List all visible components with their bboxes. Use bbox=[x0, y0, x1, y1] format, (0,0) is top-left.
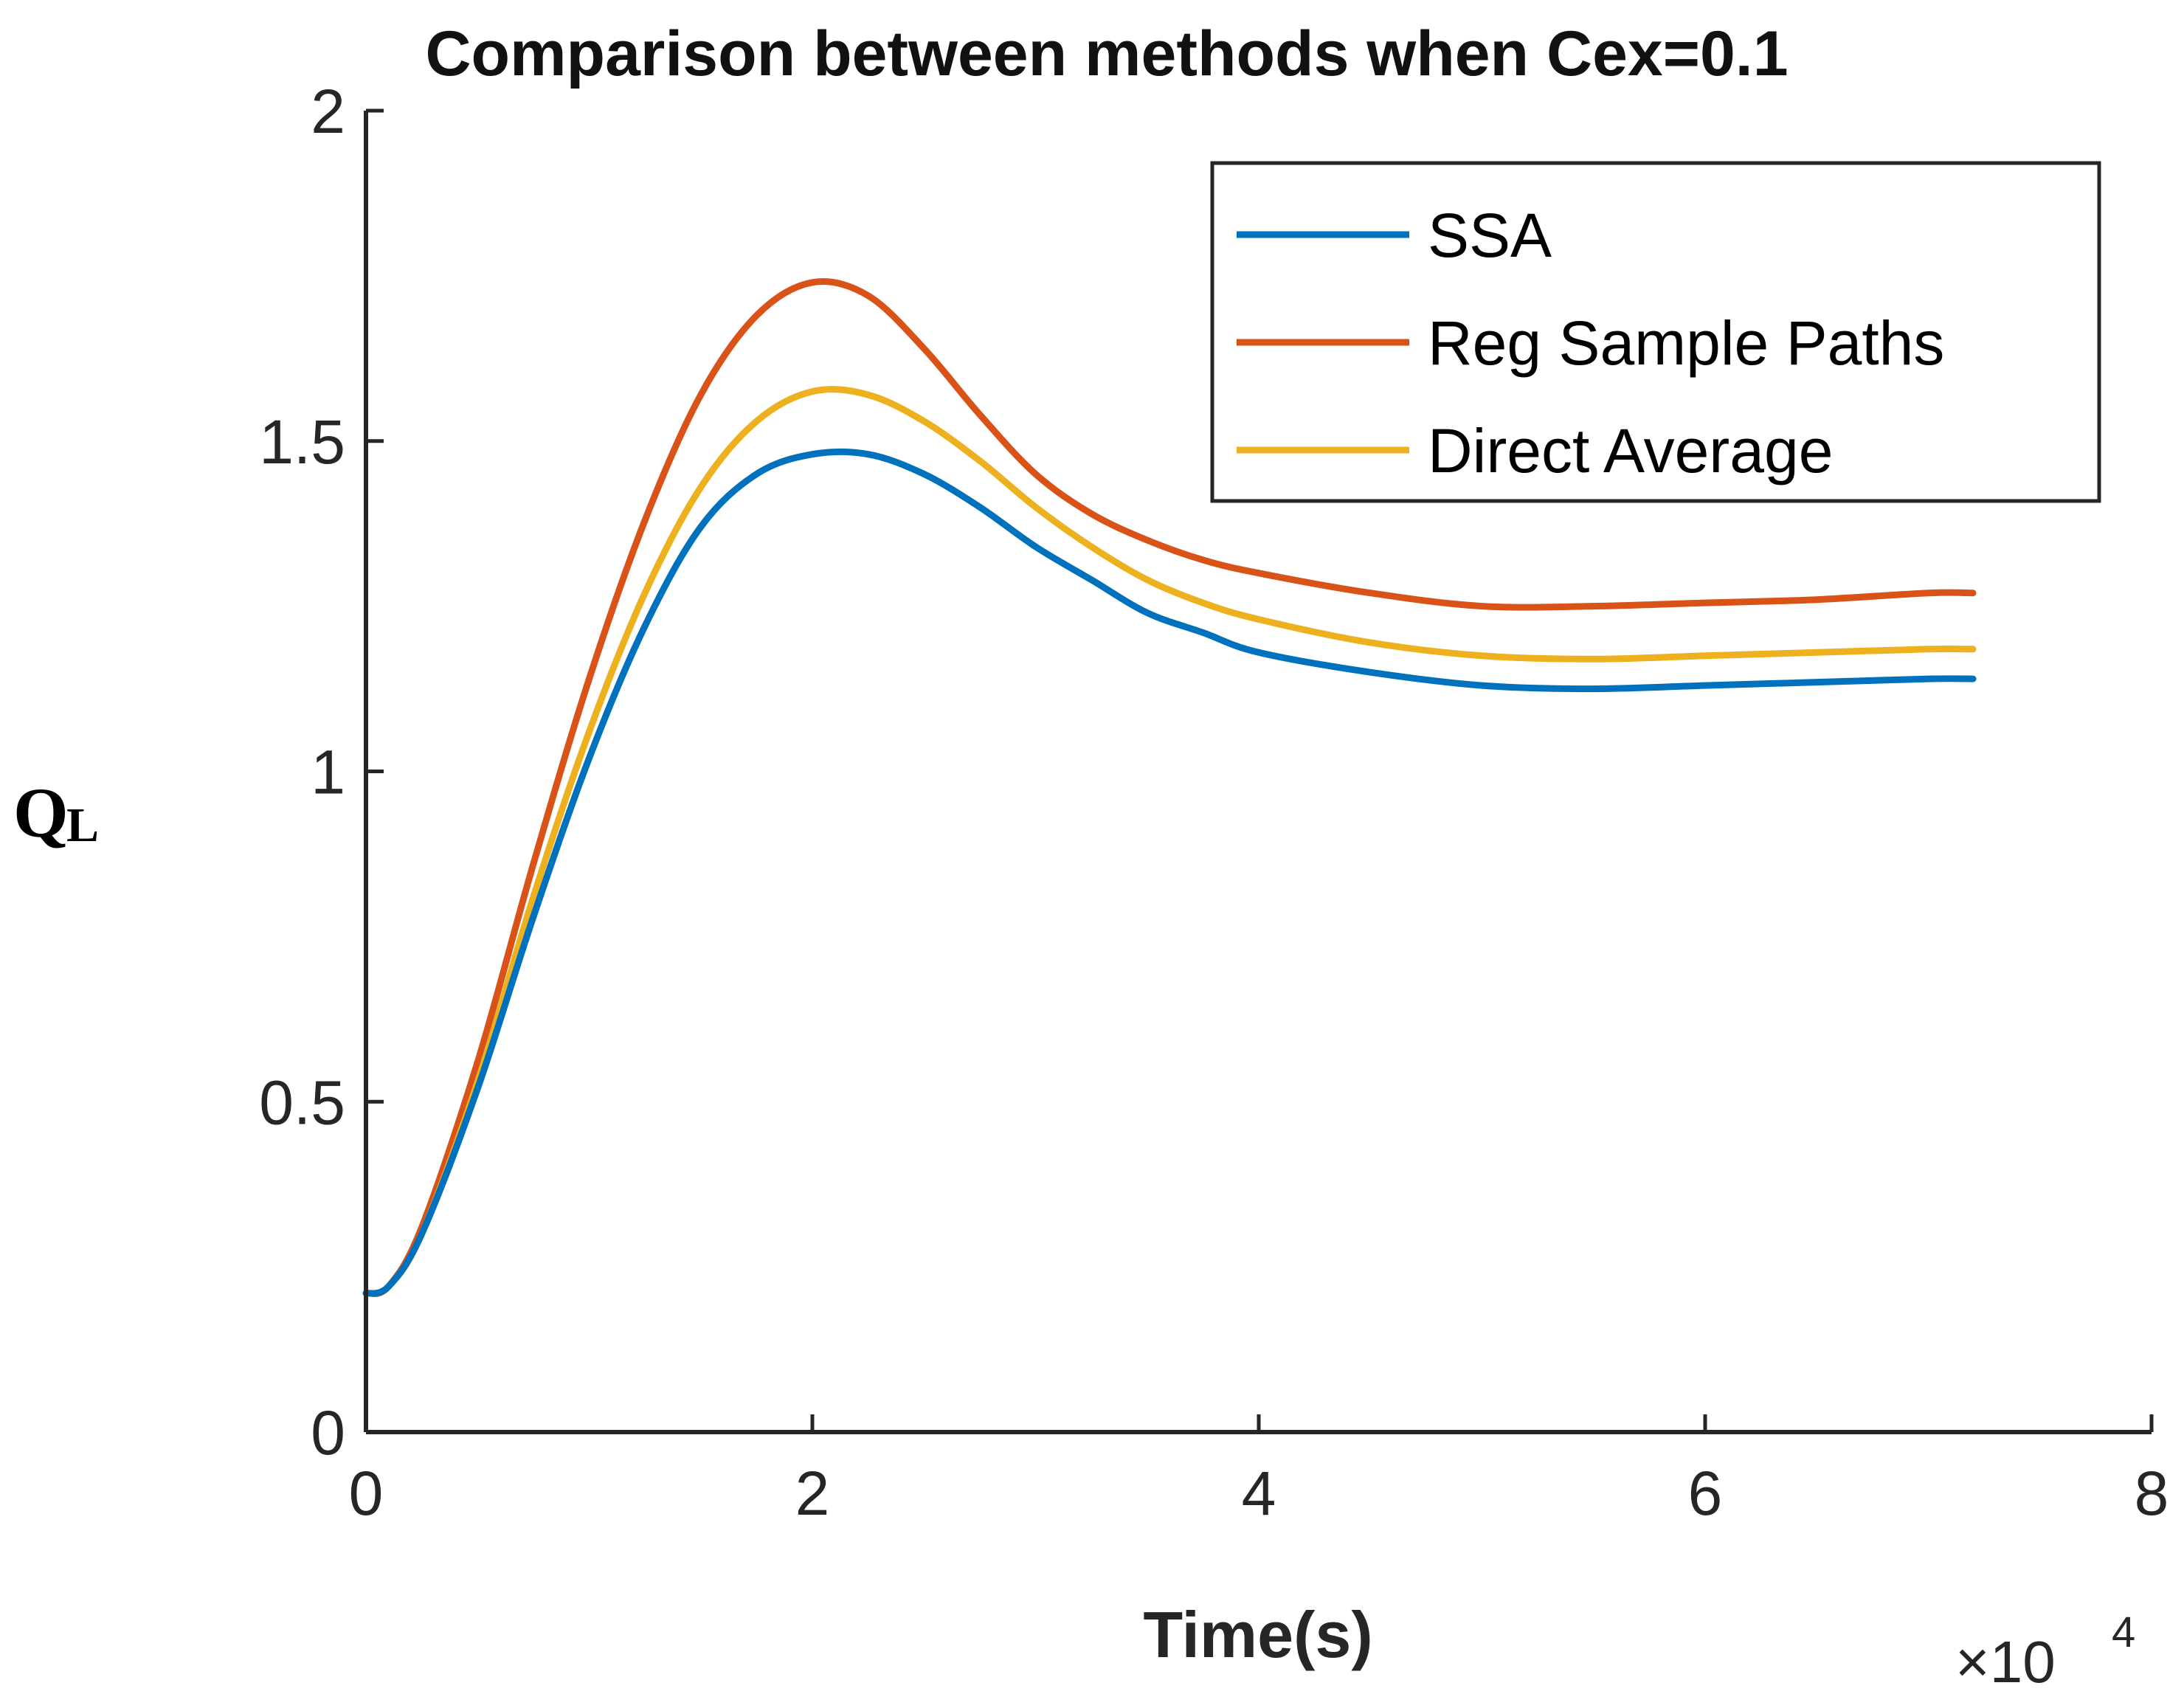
legend-label: SSA bbox=[1428, 201, 1552, 270]
x-tick-label: 0 bbox=[349, 1459, 384, 1528]
x-tick-label: 2 bbox=[795, 1459, 830, 1528]
x-axis-label: Time(s) bbox=[1143, 1598, 1372, 1671]
x-tick-label: 4 bbox=[1242, 1459, 1276, 1528]
x-axis-multiplier: ×10 4 bbox=[1955, 1608, 2135, 1694]
y-axis-label-subscript: L bbox=[66, 798, 99, 852]
legend: SSA Reg Sample Paths Direct Average bbox=[1210, 161, 2101, 503]
y-tick-label: 2 bbox=[311, 77, 345, 146]
x-tick-label: 6 bbox=[1688, 1459, 1723, 1528]
legend-box bbox=[1210, 161, 2101, 503]
x-tick-label: 8 bbox=[2135, 1459, 2169, 1528]
series-layer bbox=[362, 278, 1977, 1298]
ticks-layer: 0 2 4 6 8 0 0.5 1 1.5 2 bbox=[259, 77, 2169, 1528]
legend-label: Direct Average bbox=[1428, 416, 1833, 485]
series-line-direct-average bbox=[362, 386, 1977, 1297]
y-tick-label: 1.5 bbox=[259, 407, 345, 477]
y-tick-label: 0.5 bbox=[259, 1068, 345, 1137]
y-tick-label: 1 bbox=[311, 738, 345, 807]
y-tick-label: 0 bbox=[311, 1398, 345, 1467]
chart-title: Comparison between methods when Cex=0.1 bbox=[425, 18, 1788, 89]
series-line-ssa bbox=[362, 448, 1977, 1297]
x-multiplier-base: ×10 bbox=[1955, 1629, 2056, 1694]
y-axis-label: Q L bbox=[13, 773, 99, 852]
y-axis-label-main: Q bbox=[13, 773, 69, 852]
x-multiplier-exponent: 4 bbox=[2112, 1608, 2135, 1656]
series-line-reg-sample-paths bbox=[362, 278, 1977, 1298]
legend-label: Reg Sample Paths bbox=[1428, 308, 1944, 378]
